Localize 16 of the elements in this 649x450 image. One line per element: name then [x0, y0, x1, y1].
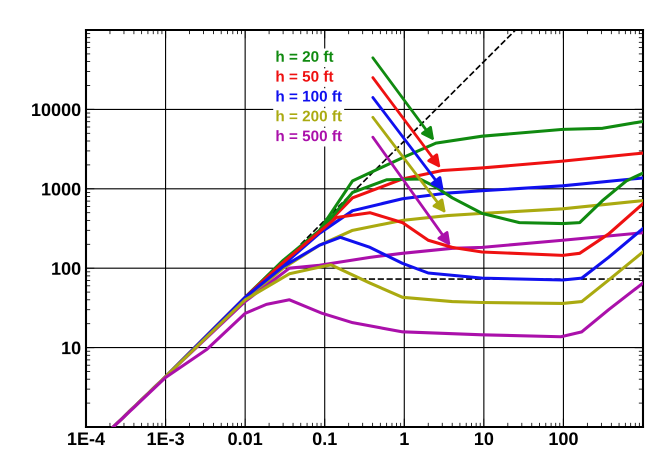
x-tick-label: 1E-4	[68, 432, 105, 445]
y-tick-label: 10	[62, 342, 80, 354]
x-tick-label: 0.1	[312, 432, 337, 446]
y-tick-label: 100	[52, 262, 80, 275]
y-tick-label: 1000	[42, 182, 80, 196]
x-tick-label: 1	[400, 432, 409, 445]
x-tick-label: 10	[474, 432, 494, 446]
text: h = 100 ft	[276, 90, 342, 102]
text: h = 200 ft	[276, 110, 342, 122]
text: h = 50 ft	[276, 70, 334, 82]
y-tick-label: 10000	[32, 103, 80, 116]
text: h = 500 ft	[276, 130, 342, 142]
x-tick-label: 0.01	[228, 432, 262, 446]
x-tick-label: 1E-3	[148, 432, 184, 446]
x-tick-label: 100	[550, 432, 578, 446]
text: h = 20 ft	[276, 50, 334, 62]
